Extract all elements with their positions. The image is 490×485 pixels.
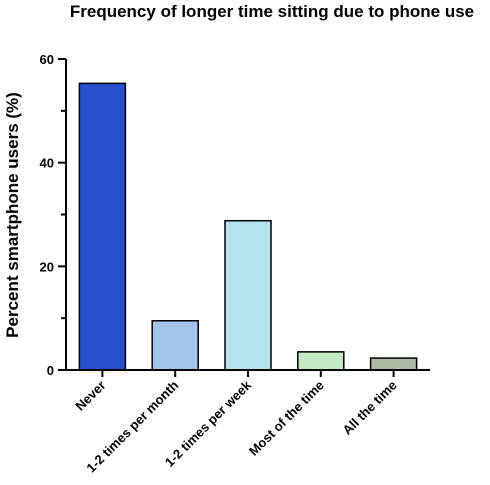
y-tick-label: 60 [40, 52, 54, 67]
x-tick-label: All the time [340, 378, 400, 438]
bar-most-of-the-time [297, 351, 345, 371]
bar-all-the-time [369, 357, 418, 371]
bars-group [78, 82, 418, 371]
chart-title: Frequency of longer time sitting due to … [70, 2, 474, 21]
y-tick-label: 20 [40, 259, 54, 274]
bar-1-2-times-per-week [224, 219, 272, 371]
y-axis-ticks: 0 20 40 60 [40, 52, 66, 378]
x-tick-label: Most of the time [246, 378, 327, 459]
x-tick-label: Never [72, 378, 108, 414]
bar-1-2-times-per-month [151, 320, 199, 371]
y-axis-label: Percent smartphone users (%) [3, 92, 22, 338]
y-tick-label: 40 [40, 156, 54, 171]
y-tick-label: 0 [47, 363, 54, 378]
bar-never [78, 82, 127, 371]
